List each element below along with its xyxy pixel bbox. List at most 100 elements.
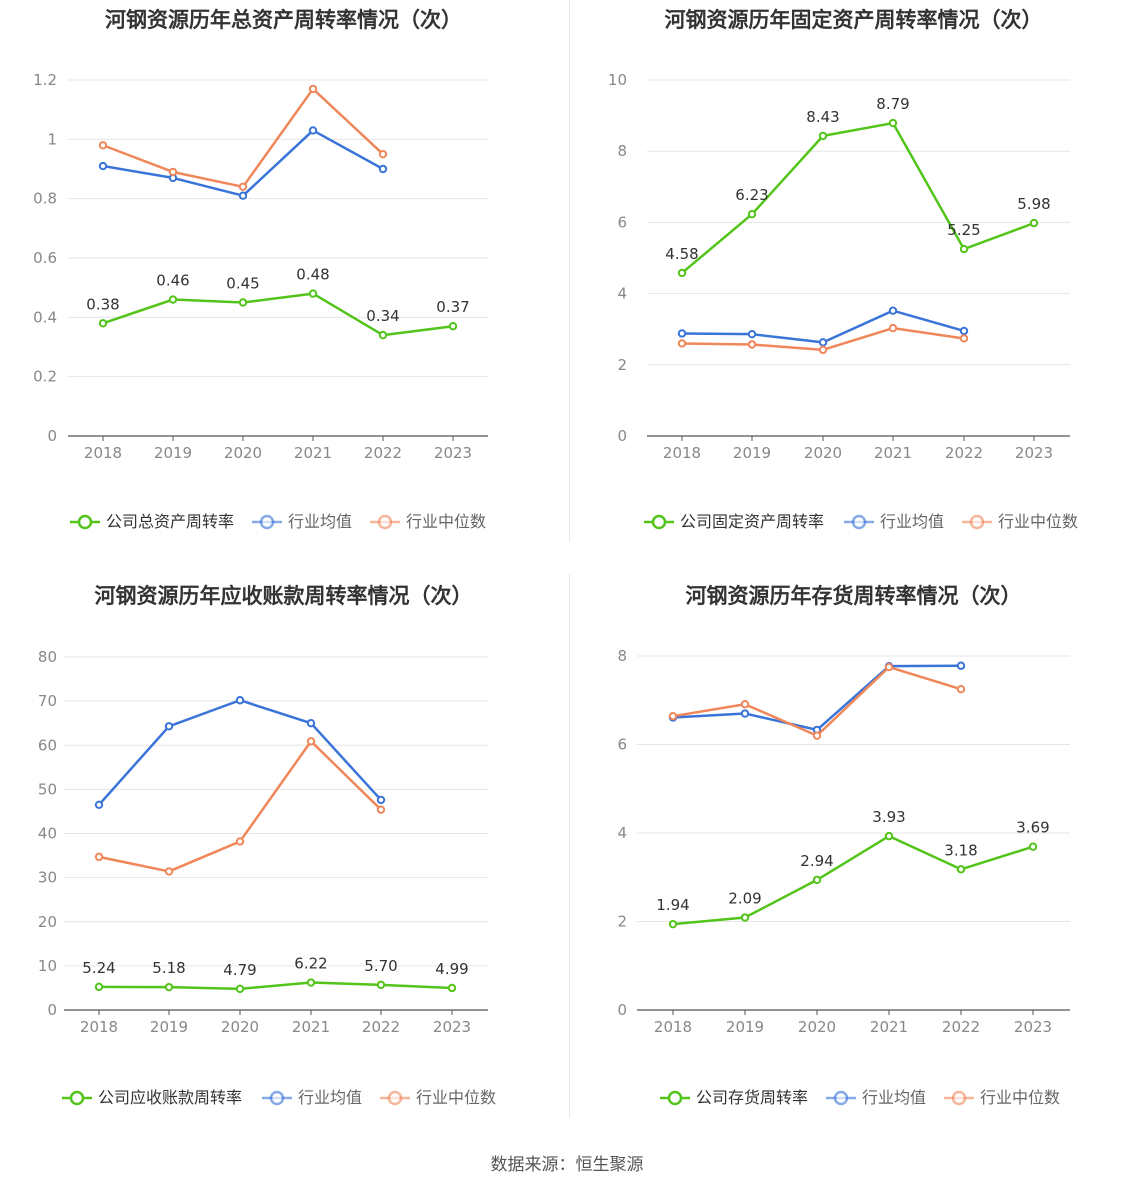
data-point-median xyxy=(740,700,750,709)
data-label: 6.23 xyxy=(735,186,768,204)
data-point-avg xyxy=(747,329,757,339)
series-line-company xyxy=(102,292,454,337)
data-point-avg xyxy=(306,718,316,728)
legend-marker-icon xyxy=(77,514,93,530)
legend-marker-icon xyxy=(833,1090,849,1106)
legend-marker-icon xyxy=(969,514,985,530)
x-tick-label: 2021 xyxy=(870,1018,908,1036)
x-tick-label: 2022 xyxy=(364,444,402,462)
x-tick-label: 2020 xyxy=(224,444,262,462)
x-tick-label: 2019 xyxy=(150,1018,188,1036)
y-tick-label: 2 xyxy=(617,356,627,374)
legend-item-avg: 行业均值 xyxy=(826,1088,926,1107)
data-point-company xyxy=(812,875,822,885)
data-point-avg xyxy=(956,661,966,670)
x-tick-label: 2023 xyxy=(1015,444,1053,462)
legend-marker-icon xyxy=(69,1090,85,1106)
data-label: 3.18 xyxy=(944,841,977,859)
data-point-median xyxy=(168,167,178,177)
data-point-company xyxy=(888,118,898,128)
legend-item-median: 行业中位数 xyxy=(944,1088,1060,1107)
x-tick-label: 2018 xyxy=(654,1018,692,1036)
y-tick-label: 1.2 xyxy=(33,71,57,89)
data-point-avg xyxy=(888,306,898,315)
legend-marker-icon xyxy=(667,1090,683,1106)
data-label: 2.94 xyxy=(800,852,833,870)
data-point-company xyxy=(1028,842,1038,851)
chart-plot-area: 0 0.2 0.4 0.6 0.8 1 1.2 2018 2019 2020 2021 2022 202… xyxy=(33,71,488,531)
legend-item-company: 公司应收账款周转率 xyxy=(62,1088,242,1107)
legend-item-median: 行业中位数 xyxy=(962,512,1078,531)
data-point-avg xyxy=(308,126,318,135)
y-tick-label: 4 xyxy=(617,285,627,303)
legend-marker-icon xyxy=(377,514,393,530)
data-point-median xyxy=(677,339,687,348)
legend-item-company: 公司总资产周转率 xyxy=(70,512,234,531)
series-line-company xyxy=(672,834,1034,926)
data-point-median xyxy=(306,737,316,746)
y-tick-label: 6 xyxy=(617,736,627,754)
legend-label: 行业中位数 xyxy=(980,1088,1060,1107)
chart-title: 河钢资源历年总资产周转率情况（次） xyxy=(105,8,462,32)
data-label: 4.58 xyxy=(665,245,698,263)
y-tick-label: 40 xyxy=(38,825,57,843)
chart-panel-fixed-asset-turnover: 河钢资源历年固定资产周转率情况（次） 0 2 4 6 8 10 2018 2019 2020 20… xyxy=(570,0,1134,576)
data-point-median xyxy=(235,837,245,846)
data-point-median xyxy=(959,334,969,343)
legend-label: 行业均值 xyxy=(862,1088,926,1107)
data-point-company xyxy=(448,322,458,331)
x-tick-label: 2020 xyxy=(798,1018,836,1036)
legend-marker-icon xyxy=(259,514,275,530)
y-tick-label: 1 xyxy=(47,130,57,148)
y-tick-label: 70 xyxy=(38,692,57,710)
data-point-median xyxy=(378,149,388,159)
data-label: 6.22 xyxy=(294,955,327,973)
data-label: 5.24 xyxy=(82,959,115,977)
legend-item-avg: 行业均值 xyxy=(844,512,944,531)
data-point-median xyxy=(818,345,828,355)
x-tick-label: 2021 xyxy=(294,444,332,462)
data-point-company xyxy=(818,131,828,141)
legend-item-company: 公司固定资产周转率 xyxy=(644,512,824,531)
data-point-median xyxy=(238,182,248,192)
x-tick-label: 2021 xyxy=(874,444,912,462)
data-label: 8.43 xyxy=(806,108,839,126)
data-point-company xyxy=(747,210,757,219)
y-tick-label: 0.8 xyxy=(33,190,57,208)
x-tick-label: 2018 xyxy=(80,1018,118,1036)
y-tick-label: 10 xyxy=(608,71,627,89)
x-tick-label: 2021 xyxy=(292,1018,330,1036)
legend-label: 行业中位数 xyxy=(416,1088,496,1107)
y-tick-label: 8 xyxy=(617,647,627,665)
chart-title: 河钢资源历年应收账款周转率情况（次） xyxy=(94,584,473,608)
data-point-median xyxy=(884,662,894,672)
data-point-company xyxy=(308,289,318,298)
chart-title: 河钢资源历年固定资产周转率情况（次） xyxy=(664,8,1043,32)
data-point-avg xyxy=(818,338,828,347)
chart-panel-receivables-turnover: 河钢资源历年应收账款周转率情况（次） 0 10 20 30 40 50 60 70 80 2018… xyxy=(0,576,567,1152)
y-tick-label: 0.6 xyxy=(33,249,57,267)
y-tick-label: 0 xyxy=(47,427,57,445)
y-tick-label: 4 xyxy=(617,824,627,842)
legend-item-company: 公司存货周转率 xyxy=(660,1088,808,1107)
data-label: 8.79 xyxy=(876,95,909,113)
x-tick-label: 2019 xyxy=(733,444,771,462)
data-point-company xyxy=(238,298,248,307)
legend-label: 行业中位数 xyxy=(998,512,1078,531)
chart-plot-area: 0 2 4 6 8 10 2018 2019 2020 2021 2022 2023 4.58 6.23 8… xyxy=(608,71,1078,531)
data-point-company xyxy=(164,982,174,992)
data-label: 0.34 xyxy=(366,307,399,325)
data-label: 3.69 xyxy=(1016,819,1049,837)
chart-panel-total-asset-turnover: 河钢资源历年总资产周转率情况（次） 0 0.2 0.4 0.6 0.8 1 1.2 2018 2… xyxy=(0,0,567,576)
y-tick-label: 50 xyxy=(38,780,57,798)
data-label: 2.09 xyxy=(728,890,761,908)
chart-plot-area: 0 2 4 6 8 2018 2019 2020 2021 2022 2023 1.94 2.09 2.9… xyxy=(617,647,1070,1107)
data-label: 0.48 xyxy=(296,266,329,284)
legend-item-avg: 行业均值 xyxy=(252,512,352,531)
series-line-company xyxy=(98,981,453,991)
data-point-company xyxy=(668,919,678,929)
y-tick-label: 0 xyxy=(617,1001,627,1019)
data-point-avg xyxy=(376,795,386,805)
data-point-avg xyxy=(740,709,750,718)
data-point-avg xyxy=(238,191,248,200)
